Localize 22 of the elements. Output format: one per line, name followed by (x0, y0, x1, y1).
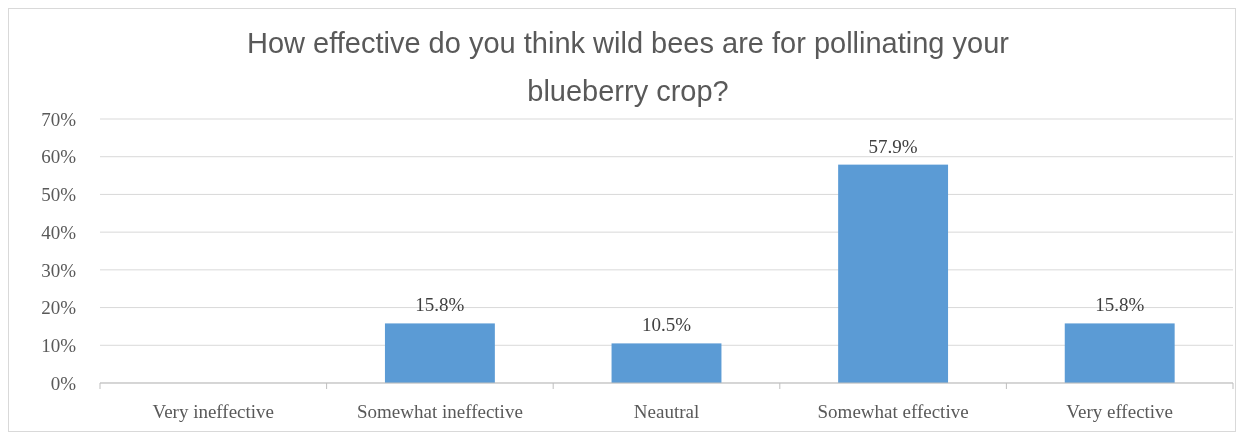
y-tick-label: 40% (41, 221, 77, 243)
data-label: 15.8% (1095, 294, 1145, 316)
data-label: 57.9% (868, 135, 918, 157)
x-tick-label: Very ineffective (152, 401, 275, 422)
x-tick-label: Somewhat ineffective (356, 401, 523, 422)
y-tick-label: 50% (41, 184, 77, 206)
data-label: 10.5% (641, 314, 692, 336)
data-label: 15.8% (415, 294, 465, 316)
bar (838, 164, 949, 383)
bar (384, 323, 495, 383)
y-tick-label: 10% (41, 334, 77, 356)
y-tick-label: 20% (41, 297, 77, 319)
bar (611, 343, 722, 383)
y-tick-label: 30% (41, 259, 77, 281)
y-tick-label: 70% (41, 108, 77, 130)
chart-title: How effective do you think wild bees are for pollinating your blueberry crop? (247, 27, 1010, 107)
y-tick-label: 60% (41, 146, 77, 168)
x-tick-label: Very effective (1066, 401, 1174, 422)
bar (1064, 323, 1175, 383)
x-tick-label: Neautral (633, 401, 700, 422)
y-tick-label: 0% (50, 372, 77, 394)
x-tick-label: Somewhat effective (817, 401, 969, 422)
